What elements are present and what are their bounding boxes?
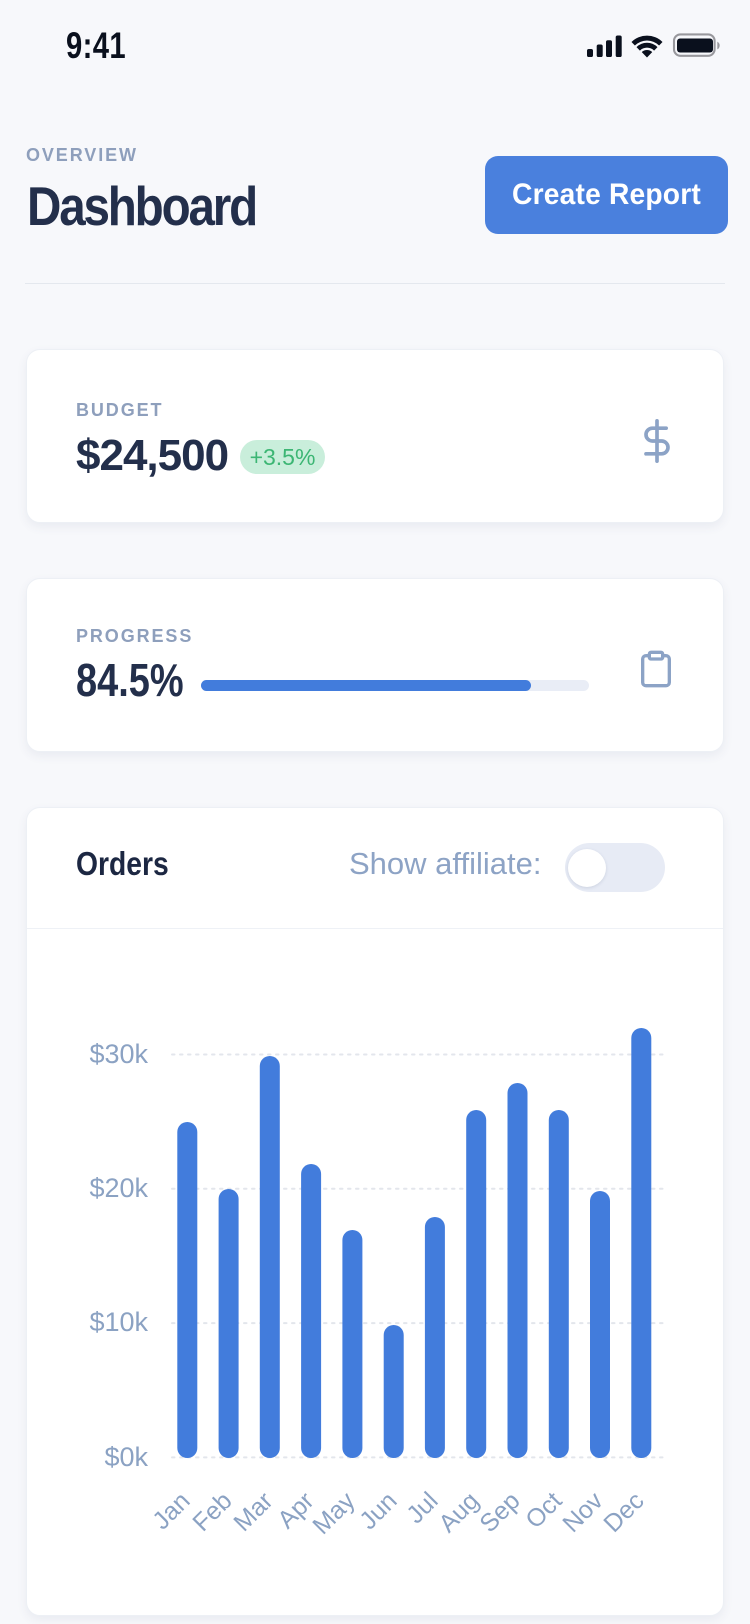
- svg-text:Aug: Aug: [433, 1487, 484, 1538]
- svg-text:Jun: Jun: [354, 1487, 402, 1535]
- svg-text:Apr: Apr: [272, 1487, 319, 1534]
- svg-text:Sep: Sep: [474, 1487, 525, 1538]
- svg-text:Oct: Oct: [520, 1487, 567, 1534]
- svg-text:$20k: $20k: [89, 1173, 148, 1203]
- svg-text:Feb: Feb: [187, 1487, 237, 1537]
- svg-text:May: May: [307, 1486, 361, 1540]
- svg-text:$30k: $30k: [89, 1039, 148, 1069]
- svg-text:Nov: Nov: [557, 1486, 609, 1538]
- svg-text:$0k: $0k: [104, 1442, 148, 1472]
- svg-text:Dec: Dec: [598, 1487, 649, 1538]
- svg-text:Mar: Mar: [228, 1487, 278, 1537]
- svg-text:Jan: Jan: [147, 1487, 195, 1535]
- svg-text:$10k: $10k: [89, 1307, 148, 1337]
